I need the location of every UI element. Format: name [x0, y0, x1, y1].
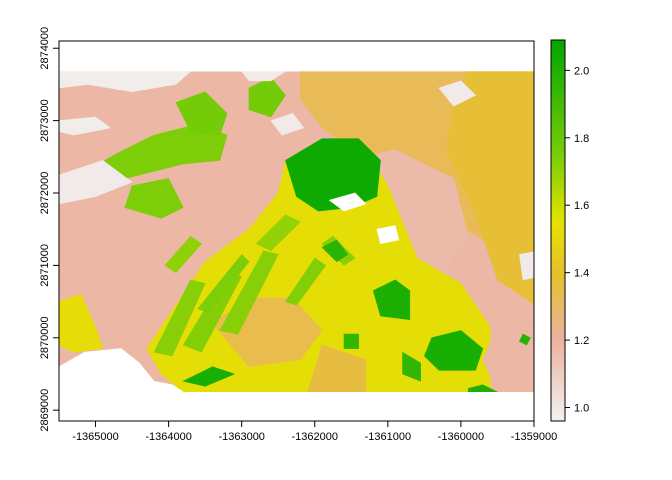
raster-zone-green-finger-4: [255, 214, 301, 252]
legend-ticks: 1.0 1.2 1.4 1.6 1.8 2.0: [565, 65, 589, 415]
raster-zone-green-finger-7: [285, 257, 327, 306]
raster-zone-southwest-yellow-zone: [59, 293, 104, 353]
raster-zone-north-white-1: [241, 71, 287, 82]
raster-zone-green-finger-6: [164, 236, 202, 273]
raster-zone-east-green-patch-2: [424, 330, 484, 371]
raster-zone-west-white-2: [59, 116, 111, 136]
raster-zone-east-green-patch-4: [467, 384, 498, 393]
y-tick-label: 2869000: [39, 389, 51, 432]
raster-zone-east-tan-zone: [445, 71, 534, 305]
raster-zone-green-finger-1: [153, 279, 206, 357]
legend-tick-label: 1.8: [574, 133, 589, 145]
legend-tick-label: 2.0: [574, 65, 589, 77]
x-tick-label: -1362000: [292, 431, 339, 443]
raster-zone-north-white-3: [270, 113, 305, 136]
nodata-nodata-hole-1: [328, 192, 367, 212]
raster-zone-east-green-patch-7: [321, 239, 349, 263]
x-tick-label: -1363000: [218, 431, 265, 443]
raster-zone-west-green-upper: [175, 91, 228, 136]
raster-layer: [59, 71, 534, 393]
raster-zone-west-white-strip: [59, 160, 133, 205]
nodata-southwest-nodata: [59, 348, 184, 393]
x-axis: -1365000 -1364000 -1363000 -1362000 -1361000…: [72, 421, 557, 443]
y-axis: 2869000 2870000 2871000 2872000 2873000 28740…: [39, 27, 59, 432]
legend-tick-label: 1.6: [574, 200, 589, 212]
legend-tick-label: 1.4: [574, 268, 589, 280]
color-legend: 1.0 1.2 1.4 1.6 1.8 2.0: [550, 39, 589, 422]
legend-tick-label: 1.2: [574, 335, 589, 347]
raster-zone-northwest-white: [59, 71, 191, 93]
raster-zone-east-green-patch-1: [372, 279, 411, 321]
raster-zone-east-green-patch-6: [343, 333, 359, 349]
raster-zone-east-green-patch-5: [518, 333, 531, 346]
raster-zone-west-green-lower: [124, 178, 184, 219]
raster-zone-north-white-2: [438, 80, 477, 107]
raster-zone-east-green-patch-3: [402, 351, 422, 382]
x-tick-label: -1364000: [145, 431, 192, 443]
raster-zone-central-green-blob: [285, 138, 381, 212]
y-tick-label: 2871000: [39, 244, 51, 287]
y-tick-label: 2872000: [39, 172, 51, 215]
nodata-nodata-hole-2: [376, 225, 400, 245]
raster-zone-south-tan-zone: [307, 344, 367, 393]
x-tick-label: -1359000: [511, 431, 558, 443]
x-tick-label: -1360000: [438, 431, 485, 443]
y-tick-label: 2873000: [39, 99, 51, 142]
raster-zone-southeast-white: [519, 251, 534, 281]
legend-tick-label: 1.0: [574, 403, 589, 415]
x-tick-label: -1361000: [365, 431, 412, 443]
raster-zone-green-finger-3: [219, 250, 279, 335]
raster-zone-green-finger-5: [197, 254, 250, 313]
x-tick-label: -1365000: [72, 431, 119, 443]
plot-frame: [58, 40, 535, 422]
legend-colorbar: [550, 39, 566, 422]
y-tick-label: 2874000: [39, 27, 51, 70]
raster-zone-south-green-patch: [182, 366, 236, 387]
y-tick-label: 2870000: [39, 316, 51, 359]
